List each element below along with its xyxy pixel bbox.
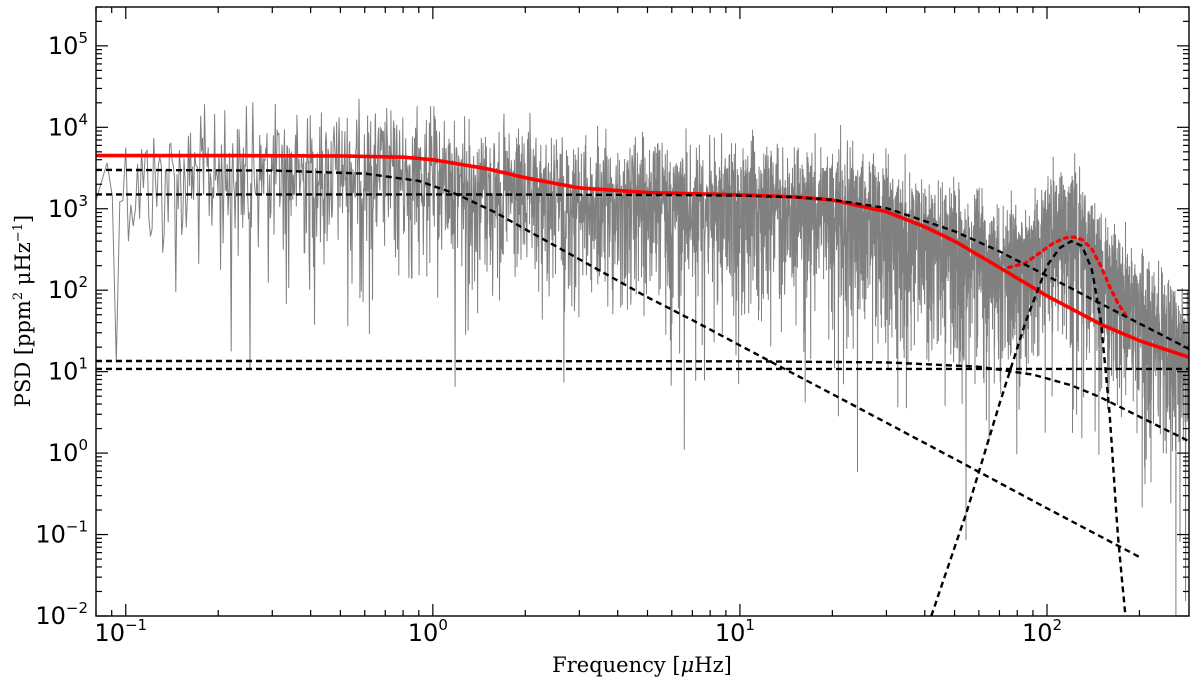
y-tick-label: 104 xyxy=(48,110,88,141)
x-tick-label: 100 xyxy=(408,616,448,647)
component-line-4 xyxy=(96,193,1189,351)
component-line-3 xyxy=(96,168,1140,559)
x-tick-label: 102 xyxy=(1022,616,1062,647)
component-line-7 xyxy=(930,239,1127,616)
y-tick-label: 103 xyxy=(48,192,88,223)
observed-spectrum-line xyxy=(96,98,1189,616)
x-tick-label: 101 xyxy=(715,616,755,647)
y-tick-label: 100 xyxy=(48,436,88,467)
x-axis-title: Frequency [μHz] xyxy=(552,653,732,677)
y-tick-label: 10−1 xyxy=(35,518,88,549)
y-tick-label: 10−2 xyxy=(35,599,88,630)
x-tick-label: 10−1 xyxy=(94,616,147,647)
y-tick-label: 101 xyxy=(48,355,88,386)
y-tick-label: 105 xyxy=(48,29,88,60)
plot-frame xyxy=(95,6,1190,617)
y-tick-label: 102 xyxy=(48,273,88,304)
fit-total-line xyxy=(96,153,1189,360)
series-layer xyxy=(96,98,1189,616)
fit-with-envelope-line xyxy=(1007,235,1127,317)
ticks-layer xyxy=(95,6,1189,617)
y-axis-title: PSD [ppm2 μHz−1] xyxy=(11,215,35,407)
component-line-5 xyxy=(96,359,1189,443)
